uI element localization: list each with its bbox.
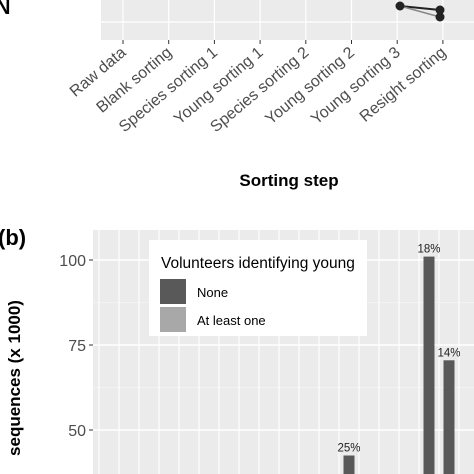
panel-a-lines xyxy=(395,1,445,22)
bar xyxy=(443,360,455,474)
legend-key-none xyxy=(160,279,186,304)
panel-a-x-axis-title: Sorting step xyxy=(239,171,338,190)
panel-b: (b) 25% 18% 14% 50 75 100 sequences (x 1000)… xyxy=(0,225,474,474)
panel-b-label: (b) xyxy=(0,225,26,250)
bar-data-label: 18% xyxy=(417,244,440,256)
legend-label-none: None xyxy=(197,285,228,300)
data-point xyxy=(395,1,405,11)
panel-a-label-fragment: N xyxy=(0,0,10,19)
y-tick-label: 100 xyxy=(59,253,86,270)
legend: Volunteers identifying young None At lea… xyxy=(149,240,367,336)
y-tick-label: 75 xyxy=(68,338,86,355)
bar xyxy=(423,256,435,474)
legend-label-at-least-one: At least one xyxy=(197,313,266,328)
bar-data-label: 25% xyxy=(337,443,360,455)
y-tick-label: 50 xyxy=(68,423,86,440)
legend-title: Volunteers identifying young xyxy=(161,255,355,272)
line-segment xyxy=(399,5,441,11)
panel-b-bars: 25% 18% 14% xyxy=(337,244,461,474)
data-point xyxy=(435,5,445,15)
x-tick-label: Resight sorting xyxy=(357,44,450,126)
bar-data-label: 14% xyxy=(437,347,460,359)
legend-key-at-least-one xyxy=(160,307,186,332)
data-point xyxy=(435,12,445,22)
bar xyxy=(343,455,355,474)
line-segment xyxy=(399,5,441,18)
panel-b-y-axis: 50 75 100 xyxy=(59,253,93,440)
panel-b-y-axis-title: sequences (x 1000) xyxy=(5,300,24,456)
panel-a-plot-background xyxy=(101,0,474,40)
